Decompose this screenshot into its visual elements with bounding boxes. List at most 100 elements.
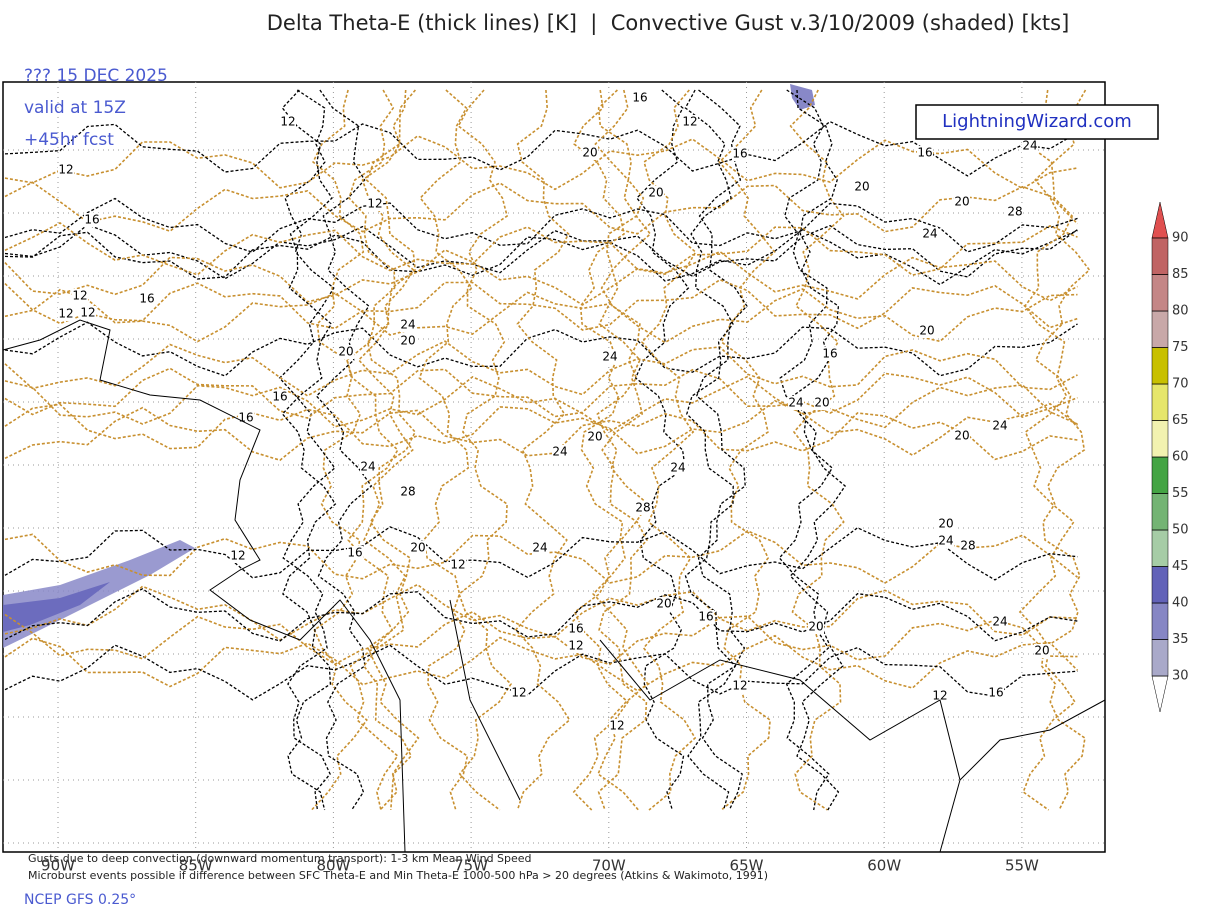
contour-label-bg	[954, 195, 970, 209]
contour-label: 16	[698, 610, 713, 624]
contour-label: 16	[732, 147, 747, 161]
contour-label: 16	[632, 91, 647, 105]
model-label: NCEP GFS 0.25°	[24, 892, 136, 908]
contour-line	[346, 89, 399, 811]
contour-label: 12	[72, 289, 87, 303]
contour-label-bg	[347, 546, 363, 560]
colorbar-band	[1151, 493, 1169, 531]
colorbar-tick-label: 30	[1172, 669, 1189, 684]
contour-label: 16	[822, 347, 837, 361]
lon-label: 80W	[316, 857, 350, 875]
contour-label: 16	[988, 686, 1003, 700]
contour-label: 20	[587, 430, 602, 444]
contour-label-bg	[230, 549, 246, 563]
contour-line	[311, 89, 368, 811]
contour-label-bg	[280, 115, 296, 129]
colorbar-tick-label: 70	[1172, 377, 1189, 392]
contour-line	[718, 89, 776, 811]
contour-label: 20	[338, 345, 353, 359]
contour-line	[278, 89, 336, 811]
contour-line	[4, 406, 1078, 462]
contour-line	[572, 89, 629, 811]
contour-line	[4, 181, 1079, 235]
contour-line	[4, 526, 1078, 581]
contour-line	[457, 89, 513, 811]
contour-label: 16	[272, 390, 287, 404]
contour-label-bg	[568, 622, 584, 636]
contour-line	[4, 644, 1078, 701]
contour-label-bg	[602, 350, 618, 364]
lon-label: 55W	[1005, 857, 1039, 875]
colorbar-band	[1151, 383, 1169, 421]
contour-label-bg	[80, 306, 96, 320]
contour-label-bg	[635, 501, 651, 515]
colorbar-band	[1151, 420, 1169, 458]
contour-label: 24	[602, 350, 617, 364]
contour-label: 24	[532, 541, 547, 555]
contour-line	[4, 583, 1078, 641]
footnote: Gusts due to deep convection (downward m…	[28, 852, 532, 865]
contour-line	[592, 89, 650, 811]
contour-line	[789, 89, 846, 811]
contour-label: 12	[682, 115, 697, 129]
contour-label-bg	[632, 91, 648, 105]
graticule	[3, 82, 1105, 852]
contour-label-bg	[954, 429, 970, 443]
contour-line	[4, 288, 1078, 344]
contour-label-bg	[609, 719, 625, 733]
contour-label-bg	[139, 292, 155, 306]
contour-label: 28	[960, 539, 975, 553]
contour-line	[4, 634, 1079, 692]
contour-line	[4, 399, 1078, 457]
contour-label-bg	[360, 460, 376, 474]
colorbar-tick-label: 85	[1172, 267, 1189, 282]
contour-label-bg	[568, 639, 584, 653]
logo: LightningWizard.com	[942, 111, 1132, 132]
contour-line	[789, 89, 845, 811]
contour-line	[4, 588, 1078, 642]
contour-label-bg	[410, 541, 426, 555]
lon-label: 65W	[730, 857, 764, 875]
contour-label-bg	[532, 541, 548, 555]
gust-shading	[3, 540, 195, 648]
colorbar-band	[1151, 602, 1169, 640]
lon-label: 90W	[41, 857, 75, 875]
valid-label: valid at 15Z	[24, 98, 126, 118]
contour-label-bg	[1034, 644, 1050, 658]
colorbar: 30 35 40 45 50 55 60 65 70 75 80 85 90	[1151, 201, 1189, 713]
contour-label: 20	[854, 180, 869, 194]
title: Delta Theta-E (thick lines) [K] | Convec…	[267, 11, 1070, 36]
contour-label-bg	[272, 390, 288, 404]
contour-label: 24	[922, 227, 937, 241]
contour-line	[4, 224, 1078, 280]
contour-label-bg	[338, 345, 354, 359]
contour-line	[684, 89, 737, 811]
contour-label-bg	[917, 146, 933, 160]
contour-label-bg	[450, 558, 466, 572]
colorbar-band	[1151, 529, 1169, 567]
contour-label: 12	[450, 558, 465, 572]
contour-line	[778, 89, 834, 811]
coastline	[2, 319, 1106, 853]
contour-label: 24	[992, 419, 1007, 433]
footnote: Microburst events possible if difference…	[28, 869, 768, 882]
contour-label-bg	[58, 307, 74, 321]
contour-line	[315, 89, 373, 811]
contour-label: 12	[280, 115, 295, 129]
contour-label: 20	[814, 396, 829, 410]
run-label: ??? 15 DEC 2025	[24, 66, 168, 86]
contour-label: 20	[1034, 644, 1049, 658]
colorbar-arrow	[1151, 201, 1169, 239]
contour-label-bg	[698, 610, 714, 624]
contour-label: 12	[80, 306, 95, 320]
lon-label: 60W	[867, 857, 901, 875]
contour-line	[4, 278, 1078, 331]
contour-label-bg	[854, 180, 870, 194]
contour-line	[1018, 89, 1076, 811]
contour-line	[4, 375, 1078, 433]
colorbar-tick-label: 45	[1172, 559, 1189, 574]
contour-label: 12	[367, 197, 382, 211]
contour-line	[4, 340, 1078, 397]
